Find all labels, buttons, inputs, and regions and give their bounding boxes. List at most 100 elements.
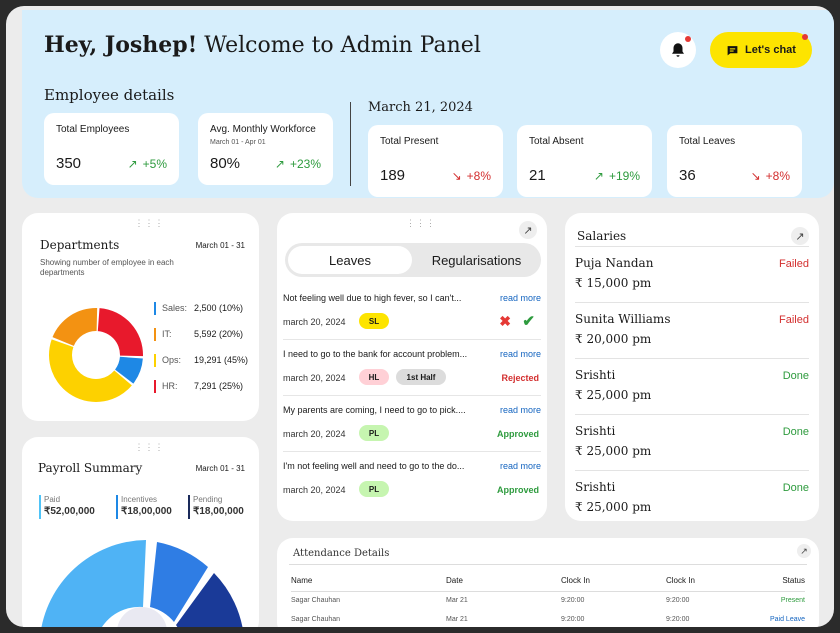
leave-reason: My parents are coming, I need to go to p…: [283, 405, 466, 415]
trend-up-icon: ↗: [127, 157, 138, 171]
legend-item: HR: 7,291 (25%): [154, 379, 243, 393]
payroll-incentives: Incentives ₹18,00,000: [116, 495, 172, 519]
chat-label: Let's chat: [745, 44, 796, 56]
salary-row[interactable]: Puja Nandan ₹ 15,000 pm Failed: [575, 246, 809, 302]
chat-button[interactable]: Let's chat: [710, 32, 812, 68]
departments-desc: Showing number of employee in each depar…: [40, 258, 174, 277]
salary-amount: ₹ 25,000 pm: [575, 444, 652, 458]
stat-label: Total Present: [380, 136, 439, 147]
leave-type-badge: SL: [359, 313, 389, 329]
tab-leaves[interactable]: Leaves: [288, 246, 412, 274]
payroll-donut-chart: [41, 540, 243, 627]
leave-request: Not feeling well due to high fever, so I…: [283, 293, 541, 337]
expand-arrow-icon[interactable]: ↗: [791, 227, 809, 245]
employee-details-title: Employee details: [44, 86, 175, 104]
salary-row[interactable]: Srishti ₹ 25,000 pm Done: [575, 470, 809, 521]
page-title: Hey, Joshep! Welcome to Admin Panel: [44, 32, 481, 58]
leave-status: Rejected: [501, 373, 539, 383]
stat-label: Total Employees: [56, 124, 130, 135]
col-name: Name: [291, 576, 313, 586]
notifications-button[interactable]: [660, 32, 696, 68]
divider: [350, 102, 351, 186]
col-date: Date: [446, 576, 463, 586]
payroll-range: March 01 - 31: [195, 464, 245, 473]
salary-row[interactable]: Srishti ₹ 25,000 pm Done: [575, 414, 809, 470]
legend-swatch: [154, 327, 156, 341]
legend-item: IT: 5,592 (20%): [154, 327, 243, 341]
employee-name: Sunita Williams: [575, 312, 671, 326]
header-panel: Hey, Joshep! Welcome to Admin Panel Let'…: [22, 10, 834, 198]
donut-slice-it: [52, 308, 98, 346]
read-more-link[interactable]: read more: [499, 405, 541, 415]
leave-reason: I need to go to the bank for account pro…: [283, 349, 468, 359]
trend-down-icon: ↘: [750, 169, 761, 183]
divider: [283, 339, 541, 340]
leave-date: march 20, 2024: [283, 485, 346, 495]
notification-dot: [685, 36, 691, 42]
tab-regularisations[interactable]: Regularisations: [431, 252, 522, 268]
salary-status: Failed: [779, 314, 809, 326]
departments-range: March 01 - 31: [195, 241, 245, 250]
salary-amount: ₹ 15,000 pm: [575, 276, 652, 290]
stat-total-present: Total Present 189 ↘ +8%: [368, 125, 503, 197]
payroll-pending: Pending ₹18,00,000: [188, 495, 244, 519]
leave-request: I need to go to the bank for account pro…: [283, 349, 541, 393]
divider: [283, 451, 541, 452]
read-more-link[interactable]: read more: [499, 461, 541, 471]
read-more-link[interactable]: read more: [499, 293, 541, 303]
leave-date: march 20, 2024: [283, 373, 346, 383]
leave-date: march 20, 2024: [283, 317, 346, 327]
payroll-paid: Paid ₹52,00,000: [39, 495, 95, 519]
departments-donut-chart: [49, 308, 143, 402]
stat-value: 350: [56, 155, 82, 172]
drag-handle-icon[interactable]: ⋮⋮⋮: [134, 442, 165, 452]
donut-slice-sales: [115, 356, 143, 384]
table-row[interactable]: Sagar Chauhan Mar 21 9:20:00 9:20:00 Pre…: [291, 591, 805, 610]
table-row[interactable]: Sagar Chauhan Mar 21 9:20:00 9:20:00 Pai…: [291, 610, 805, 627]
cell-date: Mar 21: [446, 597, 468, 605]
expand-arrow-icon[interactable]: ↗: [797, 544, 811, 558]
attendance-card: Attendance Details ↗ Name Date Clock In …: [277, 538, 819, 627]
approve-icon[interactable]: ✔: [522, 313, 535, 330]
salary-amount: ₹ 20,000 pm: [575, 332, 652, 346]
cell-name: Sagar Chauhan: [291, 616, 341, 623]
stat-label: Avg. Monthly Workforce: [210, 124, 316, 135]
stat-sub: March 01 - Apr 01: [210, 139, 266, 146]
leave-date: march 20, 2024: [283, 429, 346, 439]
drag-handle-icon[interactable]: ⋮⋮⋮: [134, 218, 165, 228]
departments-title: Departments: [40, 238, 120, 252]
donut-slice-ops: [49, 339, 132, 402]
drag-handle-icon[interactable]: ⋮⋮⋮: [406, 218, 436, 228]
col-status: Status: [782, 576, 805, 586]
departments-card: ⋮⋮⋮ Departments March 01 - 31 Showing nu…: [22, 213, 259, 421]
read-more-link[interactable]: read more: [499, 349, 541, 359]
legend-item: Ops: 19,291 (45%): [154, 353, 248, 367]
stat-value: 21: [529, 167, 546, 184]
salary-status: Failed: [779, 258, 809, 270]
legend-swatch: [154, 379, 156, 393]
stat-value: 36: [679, 167, 696, 184]
leave-status: Approved: [496, 485, 539, 495]
salary-amount: ₹ 25,000 pm: [575, 500, 652, 514]
reject-icon[interactable]: ✖: [499, 313, 511, 329]
stat-change: ↘ +8%: [750, 169, 790, 183]
stat-label: Total Leaves: [679, 136, 736, 147]
leave-request: I'm not feeling well and need to go to t…: [283, 461, 541, 505]
leaves-card: ⋮⋮⋮ ↗ Leaves Regularisations Not feeling…: [277, 213, 547, 521]
cell-clock-in-2: 9:20:00: [666, 616, 690, 623]
stat-change: ↗ +23%: [274, 157, 321, 171]
trend-up-icon: ↗: [274, 157, 285, 171]
stat-change: ↘ +8%: [451, 169, 491, 183]
salary-status: Done: [782, 426, 809, 438]
salary-row[interactable]: Sunita Williams ₹ 20,000 pm Failed: [575, 302, 809, 358]
expand-arrow-icon[interactable]: ↗: [519, 221, 537, 239]
leave-reason: I'm not feeling well and need to go to t…: [283, 461, 465, 471]
leave-type-badge: 1st Half: [396, 369, 446, 385]
salary-row[interactable]: Srishti ₹ 25,000 pm Done: [575, 358, 809, 414]
leave-type-badge: PL: [359, 481, 389, 497]
stat-total-absent: Total Absent 21 ↗ +19%: [517, 125, 652, 197]
salary-status: Done: [782, 482, 809, 494]
daily-date: March 21, 2024: [368, 100, 473, 115]
attendance-title: Attendance Details: [293, 548, 390, 559]
cell-name: Sagar Chauhan: [291, 597, 341, 605]
